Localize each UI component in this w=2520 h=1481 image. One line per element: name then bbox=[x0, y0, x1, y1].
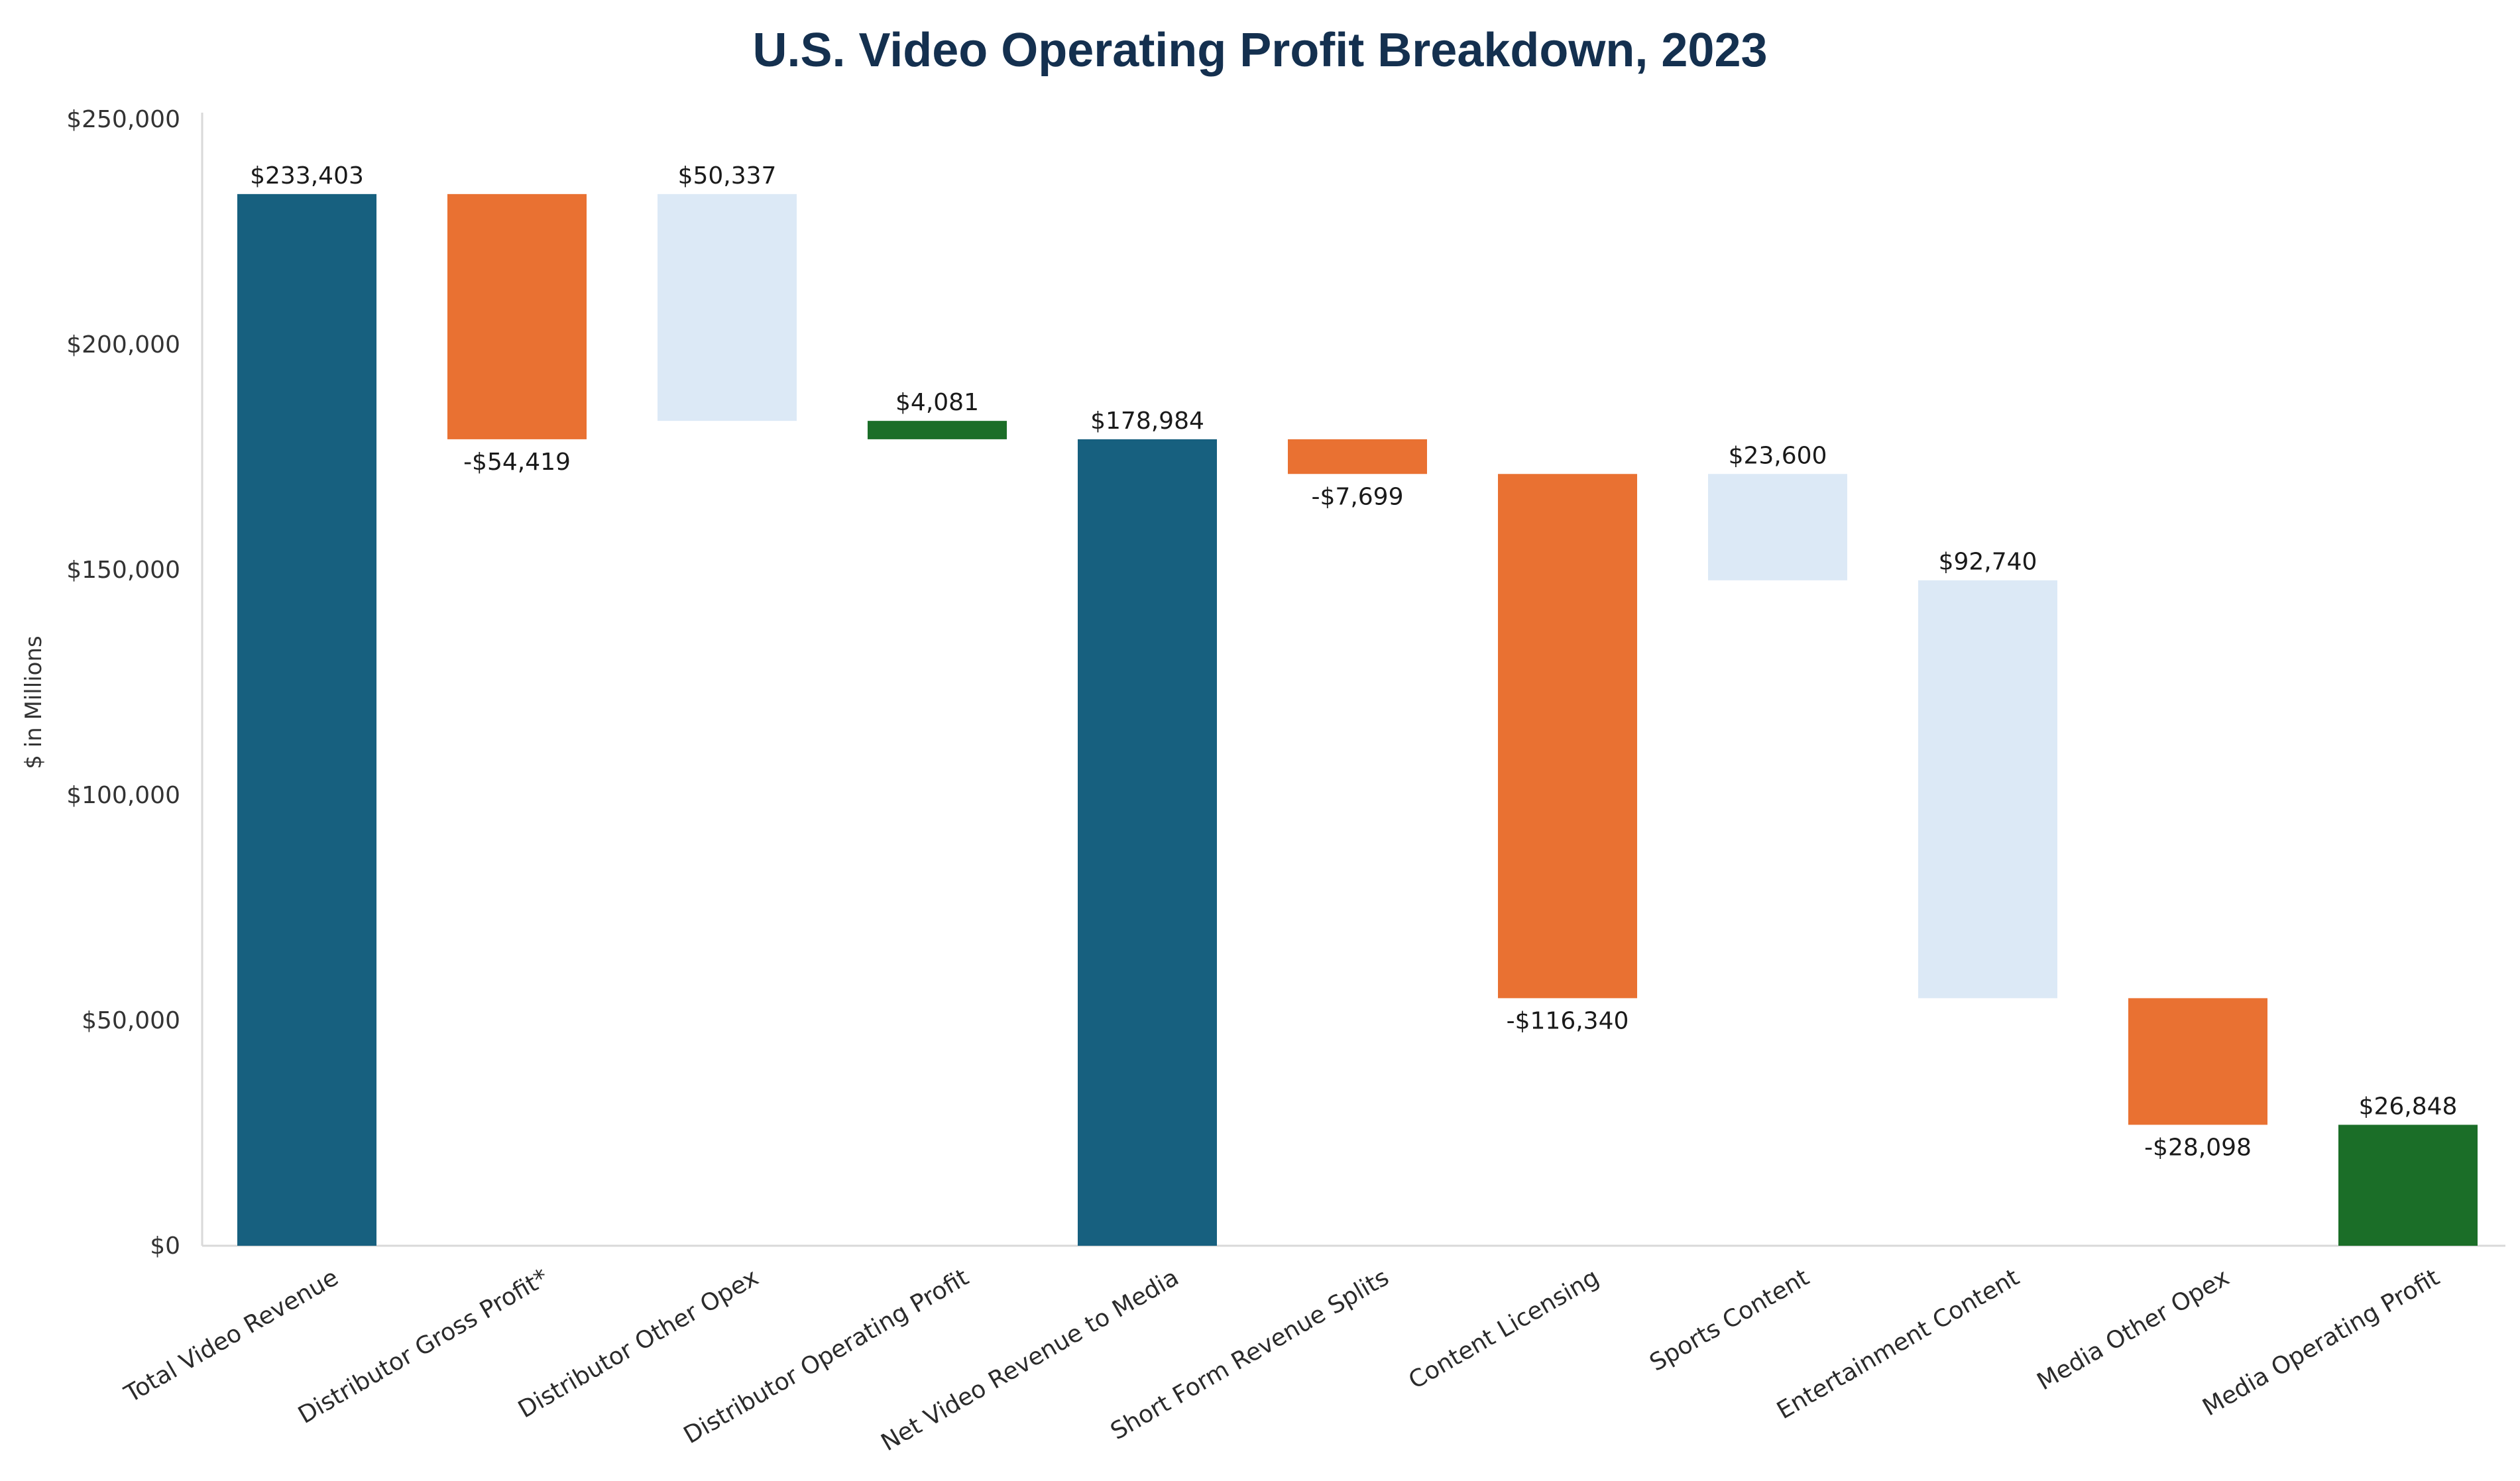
x-tick-label: Total Video Revenue bbox=[119, 1264, 343, 1408]
bar bbox=[237, 193, 376, 1246]
bar bbox=[1078, 439, 1217, 1246]
data-label: -$28,098 bbox=[2144, 1134, 2252, 1161]
data-label: $26,848 bbox=[2359, 1093, 2458, 1120]
bar bbox=[2338, 1124, 2478, 1246]
data-label: $92,740 bbox=[1939, 549, 2037, 576]
x-tick-label: Sports Content bbox=[1645, 1264, 1813, 1377]
y-axis-label: $ in Millions bbox=[21, 635, 47, 769]
data-label: $23,600 bbox=[1729, 442, 1827, 469]
bar bbox=[2128, 998, 2267, 1125]
x-tick-label: Media Operating Profit bbox=[2198, 1264, 2444, 1421]
y-tick-label: $150,000 bbox=[66, 557, 180, 584]
bar bbox=[447, 193, 587, 439]
bar bbox=[1918, 580, 2057, 999]
data-label: -$54,419 bbox=[463, 449, 571, 476]
bars-group bbox=[237, 193, 2478, 1246]
chart-title: U.S. Video Operating Profit Breakdown, 2… bbox=[752, 24, 1767, 77]
y-tick-label: $50,000 bbox=[82, 1007, 180, 1034]
y-tick-label: $200,000 bbox=[66, 331, 180, 358]
x-tick-label: Media Other Opex bbox=[2033, 1264, 2234, 1396]
bar bbox=[658, 193, 797, 421]
data-labels-group: $233,403 -$54,419 $50,337 $4,081 $178,984 -$7… bbox=[250, 162, 2457, 1162]
data-label: -$116,340 bbox=[1507, 1007, 1629, 1034]
data-label: -$7,699 bbox=[1312, 483, 1404, 510]
x-tick-label: Content Licensing bbox=[1404, 1264, 1604, 1394]
y-axis-ticks: $0 $50,000 $100,000 $150,000 $200,000 $250,00… bbox=[66, 106, 180, 1260]
y-tick-label: $250,000 bbox=[66, 106, 180, 133]
data-label: $4,081 bbox=[895, 389, 979, 416]
bar bbox=[1708, 474, 1847, 580]
bar bbox=[1498, 474, 1637, 999]
data-label: $50,337 bbox=[678, 162, 777, 190]
y-tick-label: $0 bbox=[150, 1233, 180, 1260]
bar bbox=[1288, 439, 1427, 474]
data-label: $178,984 bbox=[1090, 408, 1204, 435]
data-label: $233,403 bbox=[250, 162, 364, 190]
bar bbox=[868, 421, 1007, 439]
y-tick-label: $100,000 bbox=[66, 782, 180, 809]
